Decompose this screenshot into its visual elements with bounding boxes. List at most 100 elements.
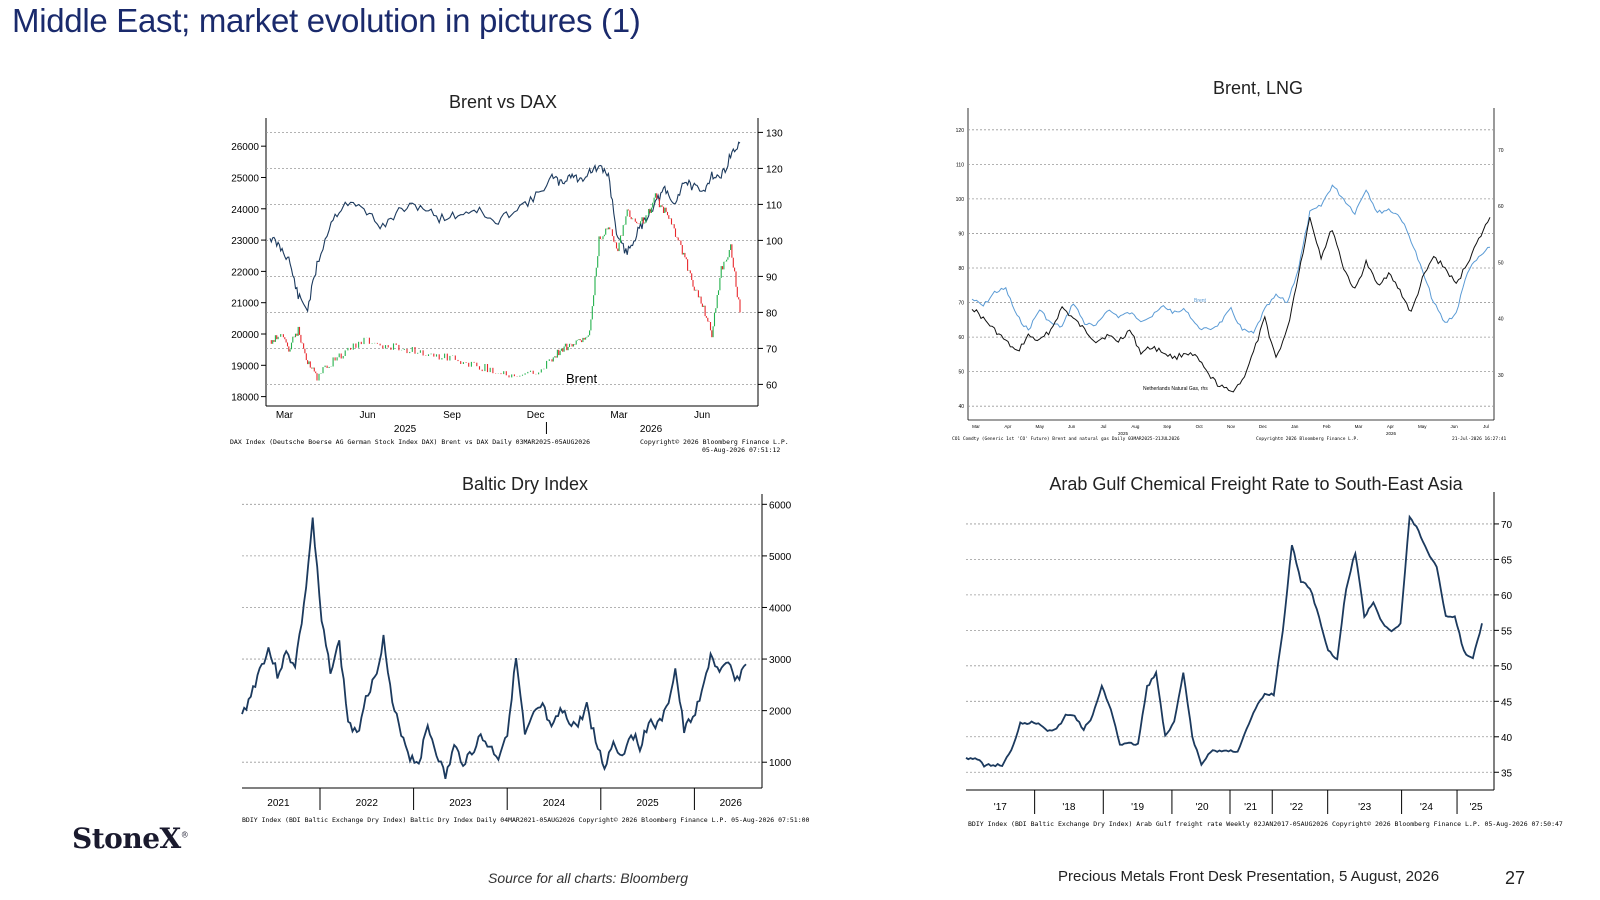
x-tick-label: Jun <box>359 410 375 421</box>
y-left-tick-label: 22000 <box>231 267 259 278</box>
y-right-tick-label: 70 <box>766 344 778 355</box>
y-left-tick-label: 40 <box>958 404 964 410</box>
x-tick-label: Jan <box>1291 424 1299 429</box>
y-left-tick-label: 100 <box>956 197 965 203</box>
y-tick-label: 5000 <box>769 552 792 563</box>
y-tick-label: 70 <box>1501 520 1513 531</box>
y-right-tick-label: 30 <box>1498 373 1504 379</box>
y-tick-label: 45 <box>1501 697 1513 708</box>
y-tick-label: 55 <box>1501 626 1513 637</box>
x-tick-label: '24 <box>1420 802 1433 813</box>
year-label: 2026 <box>640 424 663 435</box>
x-tick-label: Jul <box>1101 424 1107 429</box>
footnote: 21-Jul-2026 16:27:41 <box>1452 436 1506 442</box>
y-left-tick-label: 18000 <box>231 393 259 404</box>
y-left-tick-label: 120 <box>956 128 965 134</box>
chart-svg: 120 110 100 90 80 70 60 50 40 70 60 50 40 30 Mar Apr May… <box>952 108 1506 442</box>
stonex-logo: StoneX® <box>72 822 189 855</box>
y-left-tick-label: 23000 <box>231 236 259 247</box>
y-left-tick-label: 50 <box>958 370 964 376</box>
x-tick-label: Apr <box>1004 424 1012 429</box>
y-right-tick-label: 70 <box>1498 148 1504 154</box>
year-label: 2026 <box>1386 431 1397 436</box>
y-left-tick-label: 90 <box>958 231 964 237</box>
x-tick-label: '17 <box>994 802 1007 813</box>
x-tick-label: '25 <box>1470 802 1483 813</box>
x-tick-label: Jul <box>1483 424 1489 429</box>
x-tick-label: Oct <box>1196 424 1204 429</box>
chart-brent-lng: Brent, LNG 120 110 100 90 80 70 60 50 40 70 60 50 40… <box>952 76 1548 466</box>
y-right-tick-label: 60 <box>766 380 778 391</box>
y-left-tick-label: 19000 <box>231 361 259 372</box>
chart-svg: 70 65 60 55 50 45 40 35 '17 '18 '19 '20 '21 '22 '23 '24… <box>965 492 1563 828</box>
y-tick-label: 65 <box>1501 555 1513 566</box>
y-tick-label: 6000 <box>769 500 792 511</box>
y-right-tick-label: 130 <box>766 128 783 139</box>
x-tick-label: Nov <box>1227 424 1236 429</box>
x-tick-label: '21 <box>1244 802 1257 813</box>
x-tick-label: Sep <box>443 410 461 421</box>
y-left-tick-label: 24000 <box>231 205 259 216</box>
footnote: BDIY Index (BDI Baltic Exchange Dry Inde… <box>242 816 810 824</box>
x-tick-label: Feb <box>1323 424 1331 429</box>
y-tick-label: 40 <box>1501 733 1513 744</box>
y-left-tick-label: 26000 <box>231 142 259 153</box>
y-left-tick-label: 110 <box>956 162 964 168</box>
x-tick-label: '20 <box>1195 802 1208 813</box>
y-right-tick-label: 40 <box>1498 317 1504 323</box>
chart-svg: 6000 5000 4000 3000 2000 1000 2021 2022 2023 2024… <box>241 494 810 824</box>
x-tick-label: Jun <box>1450 424 1458 429</box>
x-tick-label: Mar <box>972 424 980 429</box>
y-left-tick-label: 70 <box>958 301 964 307</box>
x-tick-label: 2026 <box>720 798 743 809</box>
x-tick-label: '22 <box>1290 802 1303 813</box>
y-tick-label: 3000 <box>769 655 792 666</box>
x-tick-label: Mar <box>276 410 294 421</box>
x-tick-label: 2025 <box>636 798 659 809</box>
chart-baltic-dry-index: Baltic Dry Index 6000 5000 4000 3000 2000 100… <box>240 472 820 857</box>
y-tick-label: 4000 <box>769 603 792 614</box>
year-label: 2025 <box>1118 431 1129 436</box>
y-left-tick-label: 25000 <box>231 173 259 184</box>
footnote: DAX Index (Deutsche Boerse AG German Sto… <box>230 438 590 446</box>
y-right-tick-label: 60 <box>1498 204 1504 210</box>
brent-series-line <box>971 184 1491 334</box>
x-tick-label: Apr <box>1387 424 1395 429</box>
y-tick-label: 35 <box>1501 768 1513 779</box>
x-tick-label: Jun <box>1068 424 1076 429</box>
series-label: Netherlands Natural Gas, rhs <box>1143 386 1208 392</box>
y-right-tick-label: 80 <box>766 308 778 319</box>
y-right-tick-label: 120 <box>766 164 783 175</box>
y-right-tick-label: 110 <box>766 200 782 211</box>
footnote: 05-Aug-2026 07:51:12 <box>702 446 780 454</box>
y-left-tick-label: 21000 <box>231 299 259 310</box>
x-tick-label: Mar <box>1355 424 1363 429</box>
x-tick-label: Jun <box>694 410 710 421</box>
series-label: Brent <box>1194 298 1207 304</box>
x-tick-label: Dec <box>1259 424 1268 429</box>
x-tick-label: 2023 <box>449 798 472 809</box>
y-right-tick-label: 90 <box>766 272 778 283</box>
chart-title: Baltic Dry Index <box>461 474 589 494</box>
bdi-series-line <box>241 517 747 779</box>
series-annotation: Brent <box>566 371 597 386</box>
footnote: BDIY Index (BDI Baltic Exchange Dry Inde… <box>968 820 1563 828</box>
y-tick-label: 50 <box>1501 662 1513 673</box>
x-tick-label: '18 <box>1062 802 1075 813</box>
y-tick-label: 60 <box>1501 591 1513 602</box>
y-tick-label: 1000 <box>769 758 792 769</box>
page-title: Middle East; market evolution in picture… <box>12 2 641 39</box>
chart-title: Brent, LNG <box>1212 78 1304 98</box>
lng-series-line <box>971 216 1491 393</box>
chart-svg: 130 120 110 100 90 80 70 60 26000 25000 24000 23000… <box>230 118 789 454</box>
x-tick-label: Sep <box>1163 424 1172 429</box>
x-tick-label: '23 <box>1358 802 1371 813</box>
year-label: 2025 <box>394 424 417 435</box>
chart-title: Brent vs DAX <box>448 92 558 112</box>
x-tick-label: 2021 <box>267 798 290 809</box>
x-tick-label: May <box>1418 424 1427 429</box>
page-number: 27 <box>1505 868 1526 888</box>
footnote: Copyright© 2026 Bloomberg Finance L.P. <box>640 438 789 446</box>
x-tick-label: '19 <box>1131 802 1144 813</box>
y-left-tick-label: 60 <box>958 335 964 341</box>
